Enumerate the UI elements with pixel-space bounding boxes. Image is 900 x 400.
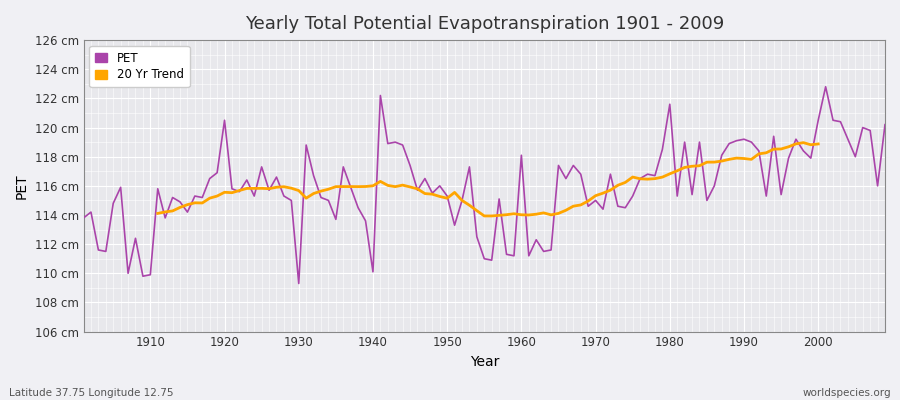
PET bbox=[138, 274, 148, 279]
Line: 20 Yr Trend: 20 Yr Trend bbox=[158, 143, 818, 216]
20 Yr Trend bbox=[152, 211, 163, 216]
20 Yr Trend bbox=[790, 142, 801, 146]
PET bbox=[820, 84, 831, 89]
20 Yr Trend bbox=[620, 180, 631, 185]
PET bbox=[353, 205, 364, 210]
20 Yr Trend bbox=[709, 160, 720, 164]
PET bbox=[524, 254, 535, 258]
20 Yr Trend bbox=[724, 157, 734, 162]
X-axis label: Year: Year bbox=[470, 355, 499, 369]
Text: worldspecies.org: worldspecies.org bbox=[803, 388, 891, 398]
PET bbox=[612, 204, 623, 209]
PET bbox=[78, 216, 89, 220]
PET bbox=[516, 153, 526, 158]
Legend: PET, 20 Yr Trend: PET, 20 Yr Trend bbox=[89, 46, 190, 87]
Text: Latitude 37.75 Longitude 12.75: Latitude 37.75 Longitude 12.75 bbox=[9, 388, 174, 398]
PET bbox=[879, 122, 890, 127]
PET bbox=[293, 281, 304, 286]
PET bbox=[308, 173, 319, 178]
20 Yr Trend bbox=[813, 142, 824, 146]
20 Yr Trend bbox=[353, 184, 364, 189]
Line: PET: PET bbox=[84, 87, 885, 284]
20 Yr Trend bbox=[798, 140, 809, 145]
Y-axis label: PET: PET bbox=[15, 173, 29, 199]
Title: Yearly Total Potential Evapotranspiration 1901 - 2009: Yearly Total Potential Evapotranspiratio… bbox=[245, 15, 724, 33]
20 Yr Trend bbox=[479, 214, 490, 218]
20 Yr Trend bbox=[241, 186, 252, 191]
